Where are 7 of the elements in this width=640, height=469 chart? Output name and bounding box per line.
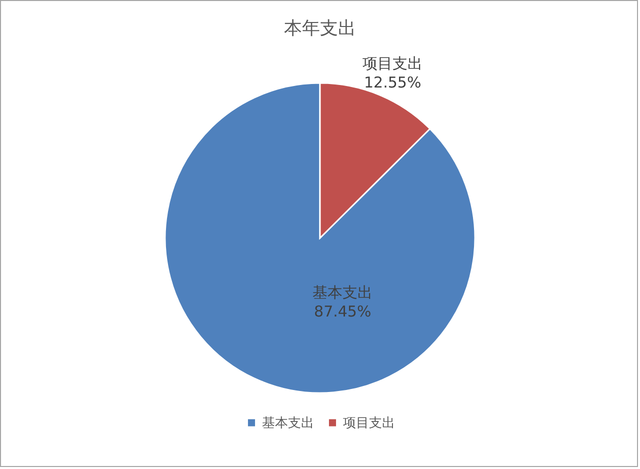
data-label: 87.45% [314,302,372,320]
legend-label: 基本支出 [262,416,314,431]
slice-label: 项目支出 [362,54,423,72]
data-label: 12.55% [364,74,422,92]
slice-label: 基本支出 [312,283,373,302]
chart-title: 本年支出 [284,18,356,39]
legend-label: 项目支出 [343,416,395,431]
